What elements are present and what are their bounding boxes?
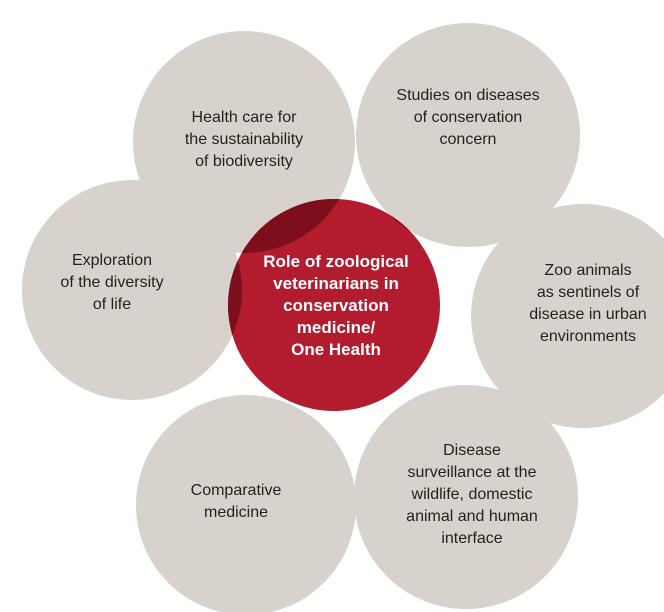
center-label: Role of zoological bbox=[263, 252, 408, 271]
node-label: interface bbox=[441, 530, 502, 547]
center-label: veterinarians in bbox=[273, 274, 399, 293]
node-circle bbox=[471, 204, 664, 428]
node-label: disease in urban bbox=[529, 306, 646, 323]
node-circle bbox=[354, 385, 578, 609]
node-label: of the diversity bbox=[60, 274, 163, 291]
node-label: as sentinels of bbox=[537, 284, 640, 301]
node-label: wildlife, domestic bbox=[411, 486, 533, 503]
node-circle bbox=[356, 23, 580, 247]
node-label: Health care for bbox=[192, 109, 298, 126]
node-label: of life bbox=[93, 296, 131, 313]
center-circle bbox=[228, 199, 440, 411]
node-label: environments bbox=[540, 328, 636, 345]
node-label: concern bbox=[440, 131, 497, 148]
node-label: of conservation bbox=[414, 109, 523, 126]
node-label: Comparative bbox=[191, 482, 282, 499]
center-label: medicine/ bbox=[297, 318, 376, 337]
node-label: Studies on diseases bbox=[396, 87, 539, 104]
labels: Health care for the sustainability of biod… bbox=[60, 87, 646, 547]
node-label: animal and human bbox=[406, 508, 538, 525]
node-label: Exploration bbox=[72, 252, 152, 269]
center-label: conservation bbox=[283, 296, 389, 315]
center-label: One Health bbox=[291, 340, 381, 359]
node-circle bbox=[136, 395, 356, 612]
node-label: the sustainability bbox=[185, 131, 303, 148]
node-label: medicine bbox=[204, 504, 268, 521]
node-label: Zoo animals bbox=[544, 262, 631, 279]
node-circle bbox=[22, 180, 242, 400]
node-label: surveillance at the bbox=[408, 464, 537, 481]
node-label: of biodiversity bbox=[195, 153, 293, 170]
outer-circles bbox=[22, 23, 664, 612]
node-label: Disease bbox=[443, 442, 501, 459]
